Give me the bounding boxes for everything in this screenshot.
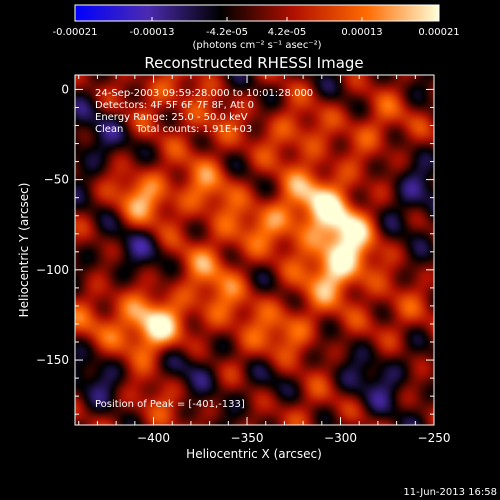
colorbar-tick-label: 0.00013: [341, 27, 382, 38]
x-axis: −400 −350 −300 −250: [78, 75, 451, 445]
y-tick-label: 0: [61, 82, 69, 96]
chart-title: Reconstructed RHESSI Image: [144, 54, 363, 72]
annotation-clean-counts: Clean Total counts: 1.91E+03: [95, 124, 252, 135]
annotation-block: 24-Sep-2003 09:59:28.000 to 10:01:28.000…: [95, 88, 313, 135]
x-tick-label: −350: [231, 431, 264, 445]
colorbar: -0.00021 -0.00013 -4.2e-05 4.2e-05 0.00013 0.…: [53, 4, 460, 51]
annotation-time-range: 24-Sep-2003 09:59:28.000 to 10:01:28.000: [95, 88, 313, 99]
colorbar-tick-label: -0.00021: [53, 27, 98, 38]
colorbar-unit-label: (photons cm⁻² s⁻¹ asec⁻²): [192, 40, 321, 51]
colorbar-tick-label: -4.2e-05: [206, 27, 248, 38]
footer-timestamp: 11-Jun-2013 16:58: [403, 487, 497, 498]
y-axis: 0 −50 −100 −150: [36, 82, 434, 415]
plot-area: [75, 75, 434, 425]
colorbar-ticks: -0.00021 -0.00013 -4.2e-05 4.2e-05 0.00013 0.…: [53, 17, 460, 38]
plot-frame: [74, 74, 435, 426]
x-tick-label: −400: [137, 431, 170, 445]
x-tick-label: −300: [324, 431, 357, 445]
y-tick-label: −150: [36, 353, 69, 367]
colorbar-tick-label: -0.00013: [130, 27, 175, 38]
annotation-detectors: Detectors: 4F 5F 6F 7F 8F, Att 0: [95, 100, 254, 111]
x-tick-label: −250: [418, 431, 451, 445]
annotation-energy-range: Energy Range: 25.0 - 50.0 keV: [95, 112, 248, 123]
x-axis-label: Heliocentric X (arcsec): [186, 447, 322, 461]
colorbar-tick-label: 4.2e-05: [268, 27, 306, 38]
y-tick-label: −50: [44, 173, 69, 187]
colorbar-tick-label: 0.00021: [418, 27, 459, 38]
colorbar-strip: [74, 4, 440, 22]
y-axis-label: Heliocentric Y (arcsec): [17, 183, 31, 318]
heatmap-image: [75, 75, 434, 425]
peak-position-label: Position of Peak = [-401,-133]: [95, 399, 245, 410]
y-tick-label: −100: [36, 263, 69, 277]
